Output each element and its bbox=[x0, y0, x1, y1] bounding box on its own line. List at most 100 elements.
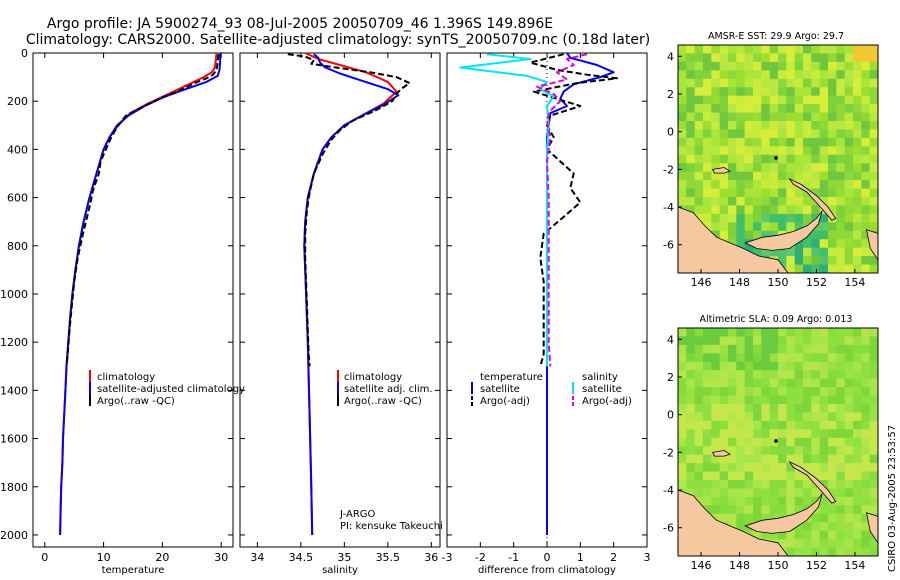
map-cell bbox=[836, 420, 846, 430]
map-cell bbox=[794, 104, 804, 114]
map-cell bbox=[728, 361, 737, 371]
y-tick-label: 1800 bbox=[0, 481, 28, 494]
map-cell bbox=[794, 412, 804, 422]
map-cell bbox=[853, 95, 862, 105]
map-cell bbox=[819, 121, 829, 131]
map-cell bbox=[811, 121, 821, 131]
map-cell bbox=[794, 154, 804, 164]
map-cell bbox=[836, 45, 846, 55]
map-cell bbox=[686, 471, 696, 481]
map-cell bbox=[819, 480, 829, 490]
map-cell bbox=[786, 45, 796, 55]
map-cell bbox=[853, 446, 862, 456]
map-cell bbox=[819, 353, 829, 363]
map-cell bbox=[819, 137, 829, 147]
map-cell bbox=[869, 222, 878, 232]
map-cell bbox=[736, 420, 746, 430]
map-cell bbox=[828, 256, 837, 266]
map-cell bbox=[869, 488, 878, 498]
figure-title-line2: Climatology: CARS2000. Satellite-adjuste… bbox=[26, 32, 650, 48]
map-cell bbox=[844, 361, 854, 371]
map-cell bbox=[828, 328, 837, 338]
land-manus bbox=[711, 450, 731, 457]
map-cell bbox=[769, 154, 779, 164]
map-cell bbox=[744, 188, 754, 198]
land-bougainville bbox=[865, 512, 878, 544]
map-cell bbox=[819, 45, 829, 55]
map-cell bbox=[678, 180, 687, 190]
map-cell bbox=[719, 45, 729, 55]
map-cell bbox=[803, 87, 812, 97]
map-cell bbox=[753, 429, 762, 439]
map-cell bbox=[811, 205, 821, 215]
map-cell bbox=[678, 336, 687, 346]
map-cell bbox=[736, 213, 746, 223]
map-cell bbox=[753, 171, 762, 181]
map-cell bbox=[736, 480, 746, 490]
map-cell bbox=[869, 505, 878, 515]
map-cell bbox=[786, 163, 796, 173]
map-cell bbox=[844, 437, 854, 447]
map-cell bbox=[736, 446, 746, 456]
map-cell bbox=[861, 404, 871, 414]
map-cell bbox=[869, 395, 878, 405]
map-cell bbox=[761, 146, 771, 156]
map-cell bbox=[736, 104, 746, 114]
map-cell bbox=[794, 121, 804, 131]
map-cell bbox=[803, 547, 812, 556]
map-cell bbox=[861, 437, 871, 447]
map-cell bbox=[703, 370, 712, 380]
map-cell bbox=[703, 121, 712, 131]
map-cell bbox=[711, 429, 721, 439]
map-cell bbox=[853, 547, 862, 556]
map-cell bbox=[753, 188, 762, 198]
x-tick-label: 150 bbox=[768, 276, 789, 289]
map-cell bbox=[778, 353, 787, 363]
map-cell bbox=[844, 496, 854, 506]
map-cell bbox=[869, 256, 878, 266]
map-cell bbox=[678, 137, 687, 147]
map-cell bbox=[794, 205, 804, 215]
map-cell bbox=[694, 146, 704, 156]
map-cell bbox=[786, 429, 796, 439]
map-cell bbox=[761, 395, 771, 405]
map-cell bbox=[861, 480, 871, 490]
map-cell bbox=[861, 154, 871, 164]
map-cell bbox=[861, 104, 871, 114]
map-cell bbox=[836, 70, 846, 80]
map-cell bbox=[803, 112, 812, 122]
map-cell bbox=[853, 256, 862, 266]
map-cell bbox=[736, 370, 746, 380]
legend-label-climatology: climatology bbox=[344, 372, 402, 383]
map-cell bbox=[694, 412, 704, 422]
map-cell bbox=[686, 370, 696, 380]
map-cell bbox=[719, 154, 729, 164]
series-line-salinity-argo-adj- bbox=[536, 53, 588, 367]
map-cell bbox=[836, 222, 846, 232]
temperature-legend: climatology satellite-adjusted climatolo… bbox=[89, 370, 245, 407]
map-cell bbox=[694, 53, 704, 63]
map-cell bbox=[678, 404, 687, 414]
map-cell bbox=[786, 205, 796, 215]
map-cell bbox=[736, 121, 746, 131]
map-cell bbox=[736, 488, 746, 498]
map-cell bbox=[686, 205, 696, 215]
map-cell bbox=[703, 454, 712, 464]
map-cell bbox=[786, 78, 796, 88]
map-cell bbox=[819, 378, 829, 388]
map-cell bbox=[844, 404, 854, 414]
map-cell bbox=[719, 137, 729, 147]
map-cell bbox=[694, 171, 704, 181]
map-cell bbox=[719, 387, 729, 397]
map-cell bbox=[844, 188, 854, 198]
map-cell bbox=[786, 420, 796, 430]
map-cell bbox=[753, 247, 762, 257]
argo-location-marker bbox=[774, 439, 778, 443]
map-cell bbox=[769, 61, 779, 71]
map-cell bbox=[686, 104, 696, 114]
map-cell bbox=[694, 344, 704, 354]
map-cell bbox=[769, 420, 779, 430]
map-cell bbox=[728, 454, 737, 464]
map-cell bbox=[736, 353, 746, 363]
map-cell bbox=[811, 412, 821, 422]
